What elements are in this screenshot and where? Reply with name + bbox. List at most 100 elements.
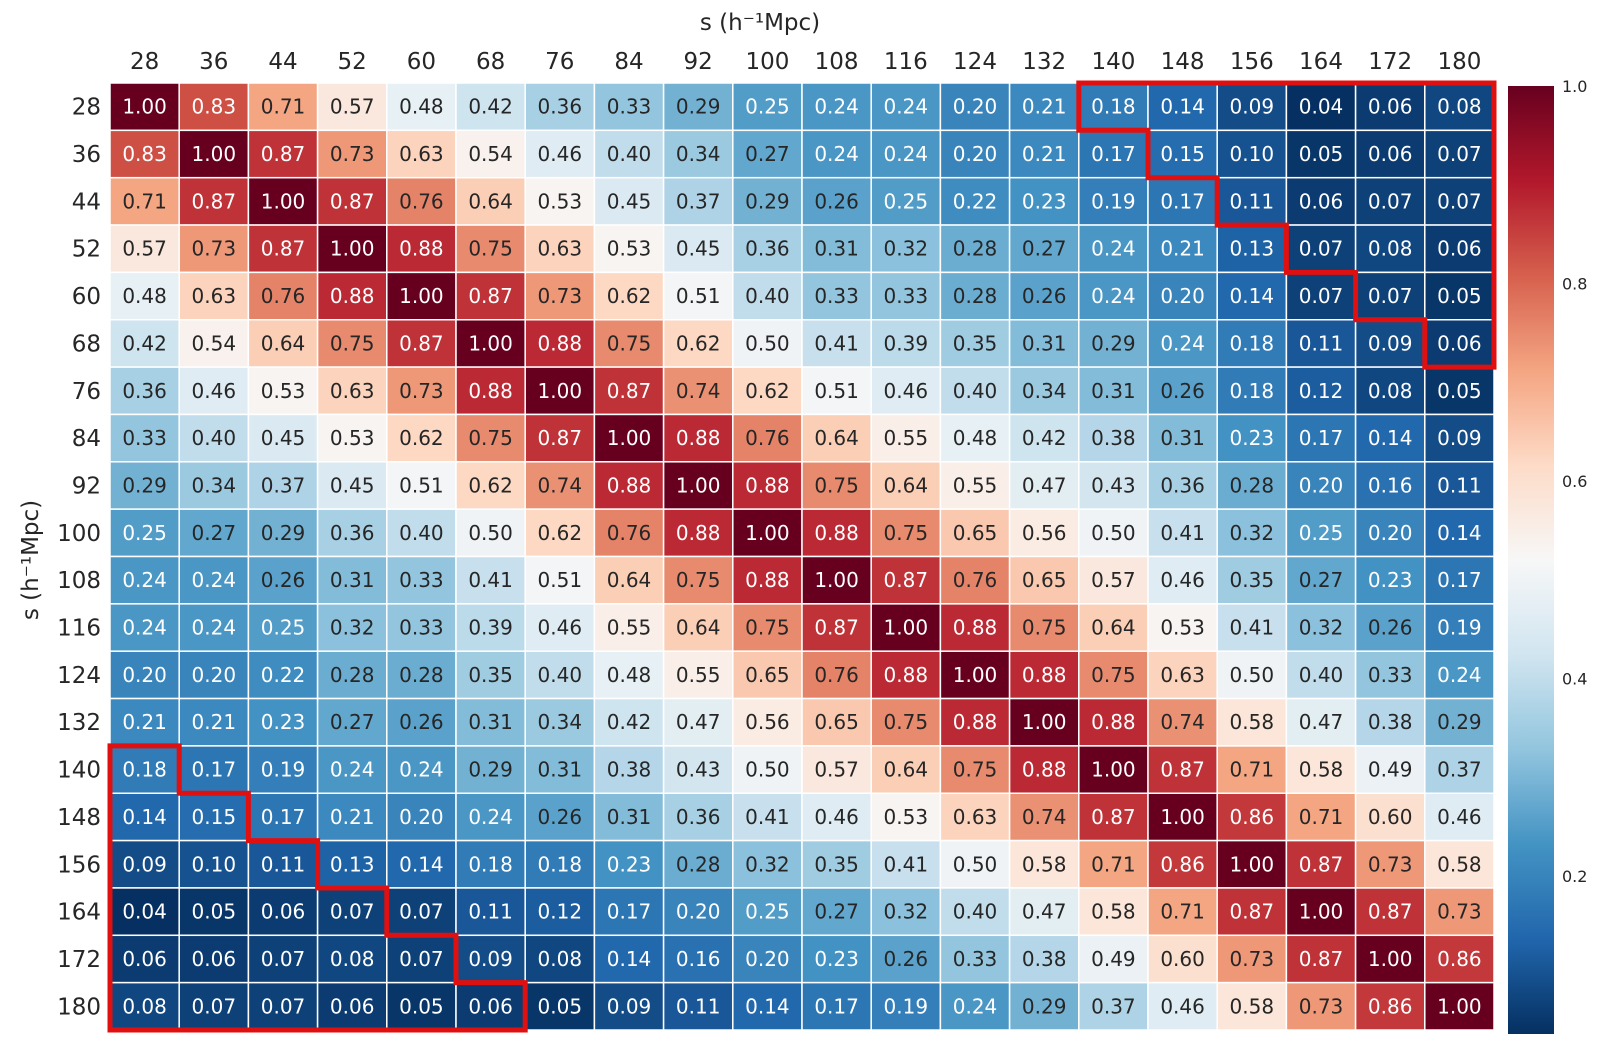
cell-value-label: 0.38	[1022, 947, 1067, 971]
cell-value-label: 0.76	[953, 568, 998, 592]
heatmap-cell	[1078, 555, 1149, 605]
heatmap-cell	[939, 129, 1011, 179]
cell-value-label: 0.16	[1368, 473, 1413, 497]
cell-value-label: 0.87	[468, 284, 513, 308]
heatmap-cell	[1285, 792, 1357, 842]
heatmap-cell	[1216, 129, 1288, 179]
cell-value-label: 0.06	[1368, 95, 1413, 119]
cell-value-label: 0.18	[1230, 331, 1275, 355]
cell-value-label: 0.17	[1437, 568, 1482, 592]
heatmap-cell	[386, 413, 457, 463]
cell-value-label: 0.27	[1299, 568, 1344, 592]
heatmap-cell	[939, 366, 1011, 416]
heatmap-cell	[109, 603, 180, 652]
heatmap-cell	[870, 745, 942, 795]
cell-value-label: 0.24	[122, 568, 167, 592]
heatmap-cell	[1354, 413, 1426, 463]
cell-value-label: 0.63	[1160, 663, 1205, 687]
cell-value-label: 0.86	[1437, 947, 1482, 971]
cell-value-label: 0.04	[1299, 95, 1344, 119]
cell-value-label: 0.14	[122, 805, 167, 829]
cell-value-label: 0.46	[1437, 805, 1482, 829]
cell-value-label: 0.87	[814, 616, 859, 640]
heatmap-cell	[801, 792, 872, 842]
heatmap-cell	[455, 792, 526, 842]
heatmap-cell	[1078, 603, 1149, 652]
cell-value-label: 0.36	[1160, 473, 1205, 497]
x-tick-label: 68	[476, 49, 505, 75]
x-tick-label: 36	[199, 49, 228, 75]
cell-value-label: 0.21	[1022, 95, 1067, 119]
cell-value-label: 0.75	[607, 331, 652, 355]
cell-value-label: 0.27	[745, 142, 790, 166]
cell-value-label: 0.75	[1022, 616, 1067, 640]
cell-value-label: 0.20	[122, 663, 167, 687]
cell-value-label: 0.07	[1437, 189, 1482, 213]
cell-value-label: 0.24	[884, 142, 929, 166]
cell-value-label: 0.46	[1160, 994, 1205, 1018]
heatmap-cell	[593, 176, 665, 226]
heatmap-cell	[1008, 650, 1080, 700]
cell-value-label: 0.24	[814, 95, 859, 119]
cell-value-label: 0.87	[261, 142, 306, 166]
heatmap-cell	[178, 887, 250, 937]
heatmap-cell	[939, 555, 1011, 605]
cell-value-label: 0.08	[1368, 237, 1413, 261]
cell-value-label: 0.83	[122, 142, 167, 166]
cell-value-label: 0.09	[468, 947, 513, 971]
cell-value-label: 0.62	[399, 426, 444, 450]
heatmap-cell	[939, 697, 1011, 747]
heatmap-cell	[1354, 650, 1426, 700]
cell-value-label: 0.75	[814, 473, 859, 497]
heatmap-cell	[1008, 271, 1080, 321]
cell-value-label: 0.19	[884, 994, 929, 1018]
heatmap-cell	[1008, 508, 1080, 558]
cell-value-label: 0.87	[607, 379, 652, 403]
cell-value-label: 1.00	[607, 426, 652, 450]
heatmap-cell	[524, 934, 596, 984]
cell-value-label: 0.20	[1368, 521, 1413, 545]
cell-value-label: 0.33	[399, 616, 444, 640]
heatmap-cell	[1147, 650, 1218, 700]
cell-value-label: 0.11	[676, 994, 721, 1018]
cell-value-label: 0.25	[1299, 521, 1344, 545]
cell-value-label: 0.74	[1022, 805, 1067, 829]
heatmap-cell	[1008, 697, 1080, 747]
cell-value-label: 0.13	[1230, 237, 1275, 261]
cell-value-label: 0.64	[884, 473, 929, 497]
heatmap-cell	[1216, 650, 1288, 700]
heatmap-cell	[939, 981, 1011, 1031]
cell-value-label: 0.20	[745, 947, 790, 971]
heatmap-cell	[939, 319, 1011, 368]
cell-value-label: 0.39	[884, 331, 929, 355]
cell-value-label: 0.46	[884, 379, 929, 403]
heatmap-cell	[386, 224, 457, 274]
heatmap-cell	[1354, 82, 1426, 132]
cell-value-label: 0.08	[330, 947, 375, 971]
heatmap-cell	[109, 508, 180, 558]
cell-value-label: 0.24	[814, 142, 859, 166]
cell-value-label: 1.00	[468, 331, 513, 355]
cell-value-label: 0.05	[1437, 284, 1482, 308]
cell-value-label: 0.64	[1091, 616, 1136, 640]
heatmap-cell	[1216, 603, 1288, 652]
heatmap-cell	[524, 745, 596, 795]
cell-value-label: 0.71	[1091, 852, 1136, 876]
cell-value-label: 0.07	[1368, 189, 1413, 213]
heatmap-cell	[1424, 839, 1495, 889]
heatmap-cell	[1424, 934, 1495, 984]
x-tick-labels: 28 36 44 52 60 68 76 84 92 100 108 116 124 132 140 148 1…	[130, 49, 1481, 75]
cell-value-label: 0.50	[1230, 663, 1275, 687]
heatmap-cell	[870, 271, 942, 321]
cell-value-label: 0.62	[676, 331, 721, 355]
heatmap-cell	[386, 697, 457, 747]
heatmap-cell	[1424, 413, 1495, 463]
cell-value-label: 0.50	[745, 331, 790, 355]
y-tick-label: 132	[57, 710, 101, 736]
cell-value-label: 0.87	[399, 331, 444, 355]
heatmap-cell	[1008, 82, 1080, 132]
cell-value-label: 0.54	[192, 331, 237, 355]
y-tick-label: 44	[72, 189, 101, 215]
cell-value-label: 0.33	[953, 947, 998, 971]
cell-value-label: 0.28	[953, 284, 998, 308]
